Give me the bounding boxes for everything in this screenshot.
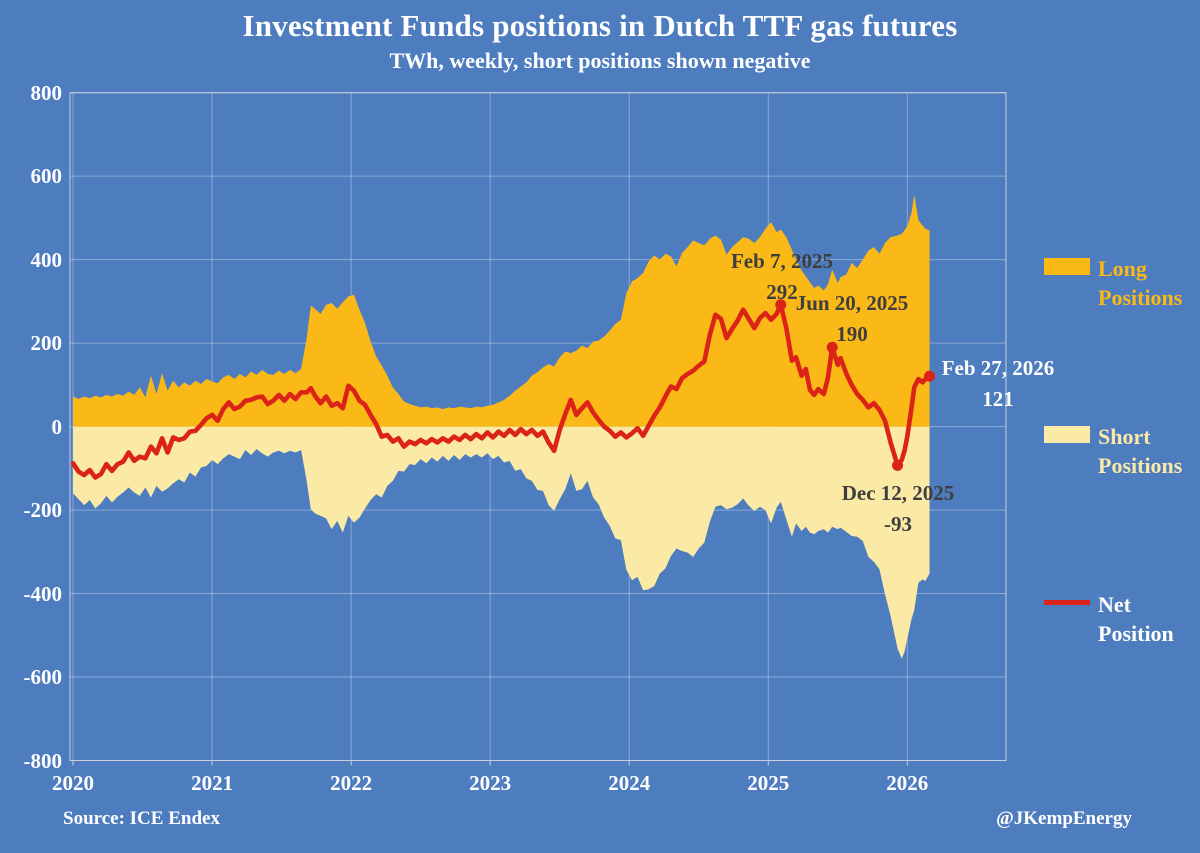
data-point-marker — [924, 370, 936, 382]
author-handle: @JKempEnergy — [996, 808, 1132, 829]
short-positions-area — [73, 426, 930, 659]
annotation-date: Dec 12, 2025 — [841, 481, 955, 505]
plot-frame — [69, 92, 1007, 761]
x-tick-label: 2025 — [747, 771, 790, 795]
long-positions-area — [73, 194, 930, 427]
annotation-jun-2025: Jun 20, 2025 190 — [757, 288, 947, 350]
y-tick-label: 400 — [30, 247, 63, 272]
chart-title: Investment Funds positions in Dutch TTF … — [242, 8, 958, 43]
y-tick-label: -800 — [23, 748, 63, 773]
short-positions-swatch-icon — [1044, 426, 1090, 443]
annotation-value: 292 — [766, 280, 798, 304]
y-tick-label: 800 — [30, 80, 63, 105]
y-tick-label: 200 — [30, 331, 63, 356]
annotation-feb-2025: Feb 7, 2025 292 — [687, 246, 877, 308]
y-tick-label: -200 — [23, 498, 63, 523]
annotation-date: Feb 7, 2025 — [730, 249, 834, 273]
annotation-dec-2025: Dec 12, 2025 -93 — [803, 478, 993, 540]
x-tick-label: 2020 — [52, 771, 95, 795]
net-position-swatch-icon — [1044, 600, 1090, 605]
chart-subtitle: TWh, weekly, short positions shown negat… — [389, 48, 811, 73]
y-tick-label: -600 — [23, 665, 63, 690]
net-position-line — [70, 302, 932, 480]
x-tick-label: 2023 — [469, 771, 512, 795]
legend-long-line1: Long — [1098, 256, 1147, 281]
data-point-marker — [775, 299, 787, 311]
annotation-value: 121 — [982, 387, 1014, 411]
x-tick-label: 2026 — [886, 771, 929, 795]
y-tick-label: 600 — [30, 164, 63, 189]
legend-short-line1: Short — [1098, 424, 1151, 449]
annotation-feb-2026: Feb 27, 2026 121 — [903, 353, 1093, 415]
x-tick-label: 2022 — [330, 771, 373, 795]
legend-net-line1: Net — [1098, 592, 1131, 617]
x-tick-label: 2024 — [608, 771, 651, 795]
long-positions-swatch-icon — [1044, 258, 1090, 275]
source-credit: Source: ICE Endex — [63, 808, 220, 829]
annotation-date: Feb 27, 2026 — [941, 356, 1055, 380]
annotation-value: -93 — [884, 512, 912, 536]
data-point-marker — [826, 341, 838, 353]
data-point-marker — [892, 459, 904, 471]
annotation-date: Jun 20, 2025 — [795, 291, 909, 315]
annotation-value: 190 — [836, 322, 868, 346]
x-tick-label: 2021 — [191, 771, 234, 795]
legend-net-line2: Position — [1098, 621, 1174, 646]
y-tick-label: 0 — [51, 414, 63, 439]
legend-short-line2: Positions — [1098, 453, 1183, 478]
y-tick-label: -400 — [23, 581, 63, 606]
legend-long-line2: Positions — [1098, 285, 1183, 310]
